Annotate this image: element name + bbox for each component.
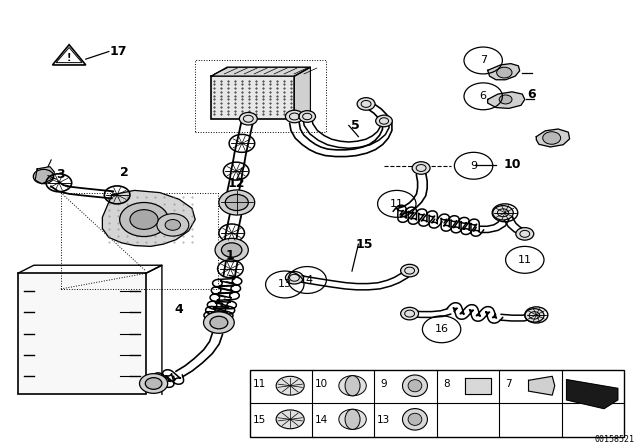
Ellipse shape (403, 409, 428, 430)
Circle shape (239, 112, 257, 125)
Polygon shape (102, 190, 195, 246)
Text: 8: 8 (443, 379, 449, 389)
Circle shape (285, 110, 303, 123)
Polygon shape (488, 92, 525, 108)
Bar (250, 370, 624, 437)
Text: 6: 6 (527, 88, 536, 102)
Circle shape (285, 271, 303, 284)
Text: 1: 1 (226, 249, 235, 262)
Text: 14: 14 (315, 415, 328, 425)
Polygon shape (566, 380, 618, 409)
Polygon shape (35, 167, 54, 184)
Text: 7: 7 (505, 379, 512, 389)
Polygon shape (488, 64, 520, 80)
Polygon shape (211, 67, 310, 76)
Circle shape (499, 95, 512, 104)
Text: 17: 17 (109, 45, 127, 58)
Circle shape (525, 309, 544, 322)
Ellipse shape (408, 380, 422, 392)
Text: 00158521: 00158521 (595, 435, 635, 444)
Ellipse shape (345, 409, 360, 429)
Text: 10: 10 (503, 158, 521, 172)
Text: 10: 10 (315, 379, 328, 389)
Circle shape (215, 238, 248, 262)
Ellipse shape (403, 375, 428, 396)
Polygon shape (529, 376, 555, 395)
Circle shape (140, 374, 168, 393)
Ellipse shape (339, 375, 366, 396)
Circle shape (204, 312, 234, 333)
Ellipse shape (276, 376, 304, 395)
Circle shape (120, 202, 168, 237)
Circle shape (157, 214, 189, 236)
Circle shape (543, 132, 561, 144)
Circle shape (33, 169, 54, 184)
Text: 13: 13 (377, 415, 390, 425)
Text: 5: 5 (351, 119, 360, 132)
Circle shape (401, 307, 419, 320)
Circle shape (412, 162, 430, 174)
Text: 9: 9 (470, 161, 477, 171)
Text: 4: 4 (175, 302, 184, 316)
Circle shape (145, 378, 162, 389)
Ellipse shape (345, 375, 360, 396)
Text: 9: 9 (380, 379, 387, 389)
Text: 16: 16 (435, 324, 449, 334)
Text: 15: 15 (356, 237, 374, 251)
Polygon shape (294, 67, 310, 119)
Circle shape (130, 210, 158, 229)
Circle shape (225, 194, 248, 211)
Circle shape (219, 190, 255, 215)
Text: 15: 15 (252, 415, 266, 425)
Circle shape (299, 111, 316, 122)
Polygon shape (465, 378, 491, 394)
Text: 7: 7 (479, 56, 487, 65)
Bar (211, 76, 294, 119)
Circle shape (165, 220, 180, 230)
Text: 11: 11 (390, 199, 404, 209)
Text: !: ! (67, 52, 72, 63)
Text: 13: 13 (278, 280, 292, 289)
Ellipse shape (408, 413, 422, 426)
Polygon shape (536, 129, 570, 147)
Text: 14: 14 (300, 275, 314, 285)
Circle shape (376, 115, 392, 127)
Ellipse shape (339, 409, 366, 429)
Circle shape (221, 243, 242, 257)
Ellipse shape (276, 410, 304, 429)
Circle shape (357, 98, 375, 110)
Circle shape (401, 264, 419, 277)
Text: 11: 11 (252, 379, 266, 389)
Text: 2: 2 (120, 166, 129, 179)
Circle shape (516, 228, 534, 240)
Text: 6: 6 (480, 91, 486, 101)
Circle shape (210, 316, 228, 329)
Text: 12: 12 (228, 177, 246, 190)
Circle shape (497, 67, 512, 78)
Text: 3: 3 (56, 168, 65, 181)
Text: 11: 11 (518, 255, 532, 265)
Bar (18, 273, 146, 394)
Circle shape (493, 206, 513, 220)
